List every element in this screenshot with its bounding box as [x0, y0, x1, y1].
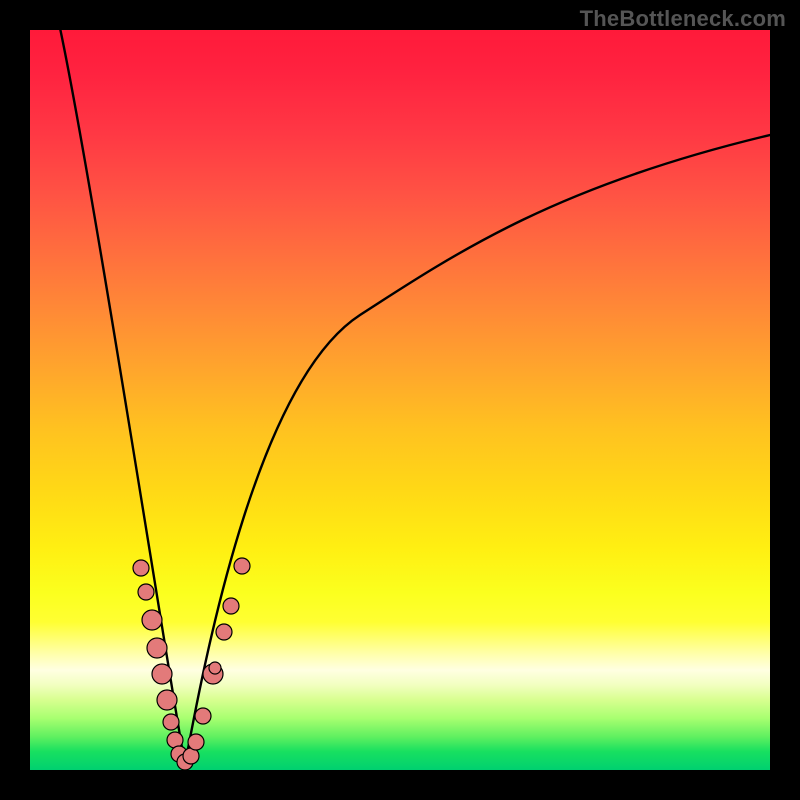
- data-dot: [157, 690, 177, 710]
- watermark-text: TheBottleneck.com: [580, 6, 786, 32]
- data-dot: [188, 734, 204, 750]
- gradient-background: [30, 30, 770, 770]
- data-dot: [223, 598, 239, 614]
- data-dot: [138, 584, 154, 600]
- data-dot: [195, 708, 211, 724]
- data-dot: [152, 664, 172, 684]
- data-dot: [163, 714, 179, 730]
- data-dot: [147, 638, 167, 658]
- data-dot: [216, 624, 232, 640]
- data-dot: [234, 558, 250, 574]
- data-dot: [209, 662, 221, 674]
- data-dot: [133, 560, 149, 576]
- data-dot: [142, 610, 162, 630]
- bottleneck-chart: [0, 0, 800, 800]
